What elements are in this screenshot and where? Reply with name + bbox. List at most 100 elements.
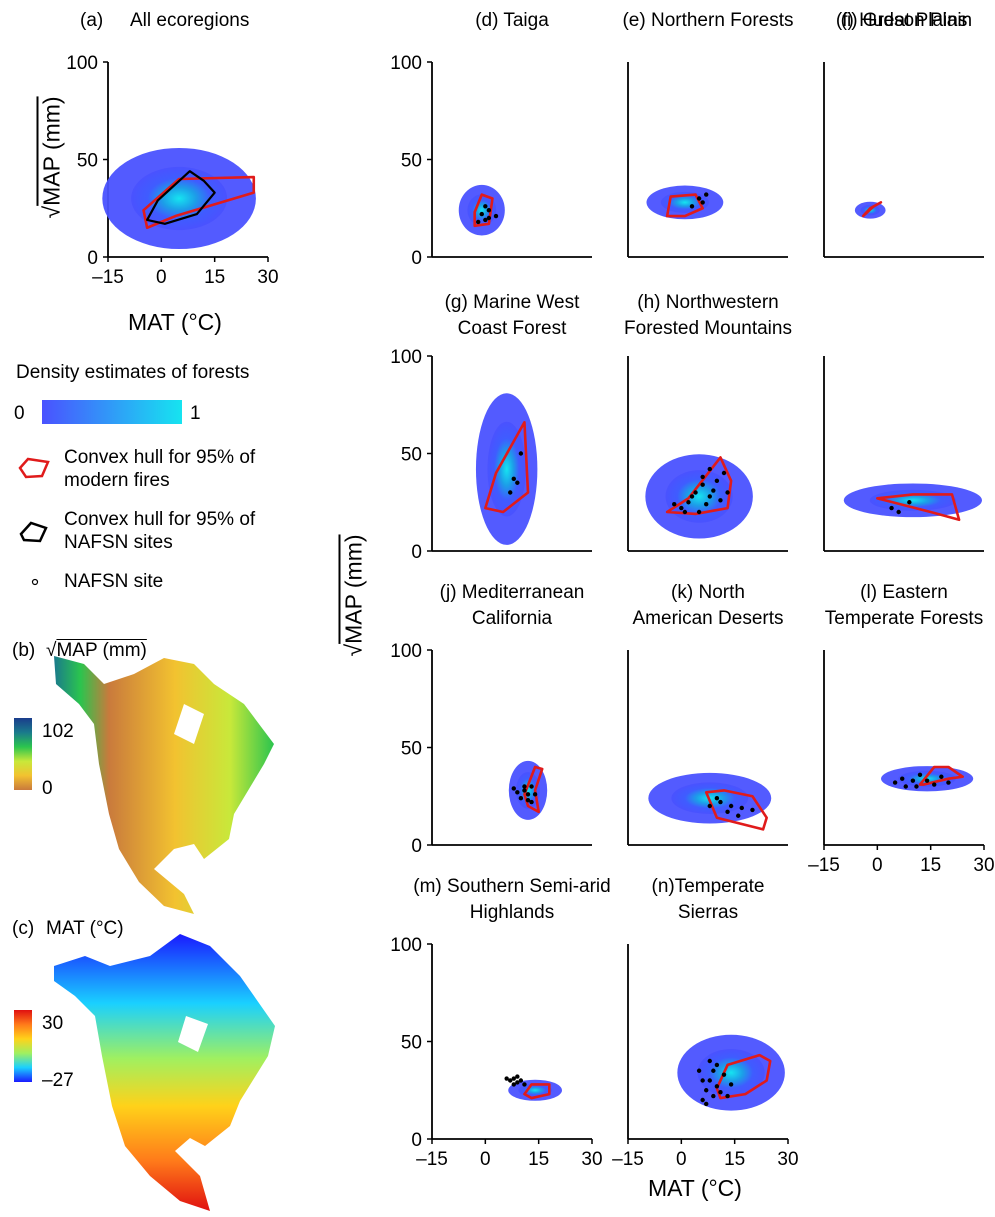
panel-k-site-point [739, 805, 744, 811]
sqrt-icon: √ [46, 640, 57, 661]
panel-m-site-point [515, 1074, 520, 1079]
panel-a-ytick-label: 50 [77, 151, 98, 172]
legend-site-hull: Convex hull for 95% of NAFSN sites [64, 509, 256, 553]
panel-e-title: (e) Northern Forests [622, 10, 793, 31]
panel-n-site-point [718, 1090, 723, 1095]
panel-h-site-point [696, 509, 702, 515]
panel-m-site-point [515, 1080, 520, 1085]
map-c-label: MAT (°C) [46, 918, 124, 939]
panel-d-site-point [486, 208, 492, 213]
grid-ylabel: √MAP (mm) [340, 526, 367, 666]
circle-dot-icon [31, 578, 39, 586]
panel-l-site-point [939, 774, 944, 779]
panel-n-site-point [714, 1084, 720, 1089]
panel-d-title: (d) Taiga [475, 10, 549, 31]
panel-m-title-line2: Highlands [470, 902, 555, 923]
panel-n-site-point [707, 1058, 712, 1064]
panel-m-xtick-label: 0 [480, 1149, 491, 1170]
panel-m-ytick-label: 50 [401, 1033, 422, 1054]
panel-d-site-point [479, 211, 484, 217]
panel-j-fire-hull [523, 765, 544, 814]
panel-g-site-point [515, 480, 520, 485]
panel-a-title: All ecoregions [130, 10, 249, 31]
panel-l-xtick-label: 30 [973, 855, 994, 876]
panel-a-ylabel: √MAP (mm) [38, 96, 65, 218]
panel-k-title-line1: (k) North [671, 582, 745, 603]
panel-g-site-point [508, 490, 513, 495]
panel-j-site-point [532, 792, 538, 797]
panel-m-site-point [504, 1076, 509, 1081]
panel-d-site-point [486, 215, 492, 221]
panel-a-xtick-label: 15 [204, 267, 225, 288]
panel-m-site-point [511, 1076, 516, 1081]
panel-k-site-point [725, 809, 730, 815]
panel-h-site-point [707, 494, 712, 499]
panel-n-fire-hull [715, 1053, 772, 1100]
panel-d-site-point [476, 219, 481, 225]
panel-a-ylabel-text: MAP (mm) [38, 96, 65, 206]
panel-g-letter: (g) Marine West [445, 292, 581, 313]
panel-k-site-point [728, 803, 734, 809]
panel-m-title-line1: (m) Southern Semi-arid [413, 876, 610, 897]
panel-g-site-point [511, 476, 516, 482]
panel-n-xtick-label: 0 [676, 1149, 687, 1170]
panel-j-title-line2: California [472, 608, 553, 629]
panel-j-site-point [522, 784, 527, 789]
panel-a-xtick-label: 30 [257, 267, 278, 288]
panel-m-ytick-label: 0 [411, 1130, 422, 1151]
panel-n-xtick-label: 15 [724, 1149, 745, 1170]
panel-l-xtick-label: 15 [920, 855, 941, 876]
panel-f-fire-hull [861, 201, 883, 218]
panel-j-site-point [518, 796, 524, 801]
panel-f-title: (f) Hudson Plain [836, 10, 972, 31]
panel-h-site-point [714, 478, 720, 483]
map-b-min: 0 [42, 778, 53, 799]
panel-n-site-point [721, 1072, 727, 1077]
panel-l-site-point [910, 778, 916, 783]
panel-g-site-point [518, 451, 524, 456]
panel-h-site-point [718, 498, 723, 503]
panel-i-site-point [889, 505, 894, 511]
sqrt-icon: √ [340, 643, 367, 657]
panel-k-title-line2: American Deserts [633, 608, 784, 629]
panel-j-site-point [525, 792, 531, 797]
black-polygon-icon [19, 521, 48, 543]
panel-n-site-point [714, 1062, 720, 1068]
panel-a-xtick-label: 0 [156, 267, 167, 288]
panel-l-title-line2: Temperate Forests [825, 608, 983, 629]
legend-site: NAFSN site [64, 571, 164, 592]
panel-h-density-core [665, 470, 733, 523]
panel-j-site-point [522, 788, 527, 793]
panel-h-letter: (h) Northwestern [637, 292, 779, 313]
panel-a-xtick-label: –15 [92, 267, 124, 288]
panel-j-ytick-label: 50 [401, 739, 422, 760]
panel-n-xtick-label: 30 [777, 1149, 798, 1170]
panel-j-site-point [515, 790, 520, 795]
panel-m-fire-hull [523, 1083, 551, 1100]
panel-n-site-point [700, 1097, 705, 1103]
legend-fire-hull: Convex hull for 95% of modern fires [64, 447, 256, 491]
panel-l-site-point [946, 780, 951, 785]
panel-a-ytick-label: 100 [66, 53, 98, 74]
panel-n-site-point [728, 1082, 734, 1087]
legend-title: Density estimates of forests [16, 362, 250, 383]
grid-xlabel: MAT (°C) [648, 1175, 742, 1201]
panel-l-title-line1: (l) Eastern [860, 582, 948, 603]
panel-k-site-point [707, 803, 712, 809]
panel-e-site-point [700, 200, 705, 205]
panel-m-site-point [518, 1078, 524, 1083]
panel-m-density-core [518, 1083, 552, 1097]
panel-n-site-point [711, 1093, 716, 1099]
panel-l-xtick-label: 0 [872, 855, 883, 876]
panel-h-site-point [704, 502, 709, 507]
grid-ylabel-text: MAP (mm) [340, 534, 367, 644]
panel-d-ytick-label: 50 [401, 151, 422, 172]
panel-a-density-core [131, 166, 228, 231]
panel-g-title: Coast Forest [458, 318, 567, 339]
map-c-min: –27 [42, 1070, 74, 1091]
panel-n-site-point [696, 1068, 702, 1073]
panel-h-site-point [707, 466, 712, 472]
panel-j-title-line1: (j) Mediterranean [440, 582, 585, 603]
panel-a-ytick-label: 0 [87, 248, 98, 269]
